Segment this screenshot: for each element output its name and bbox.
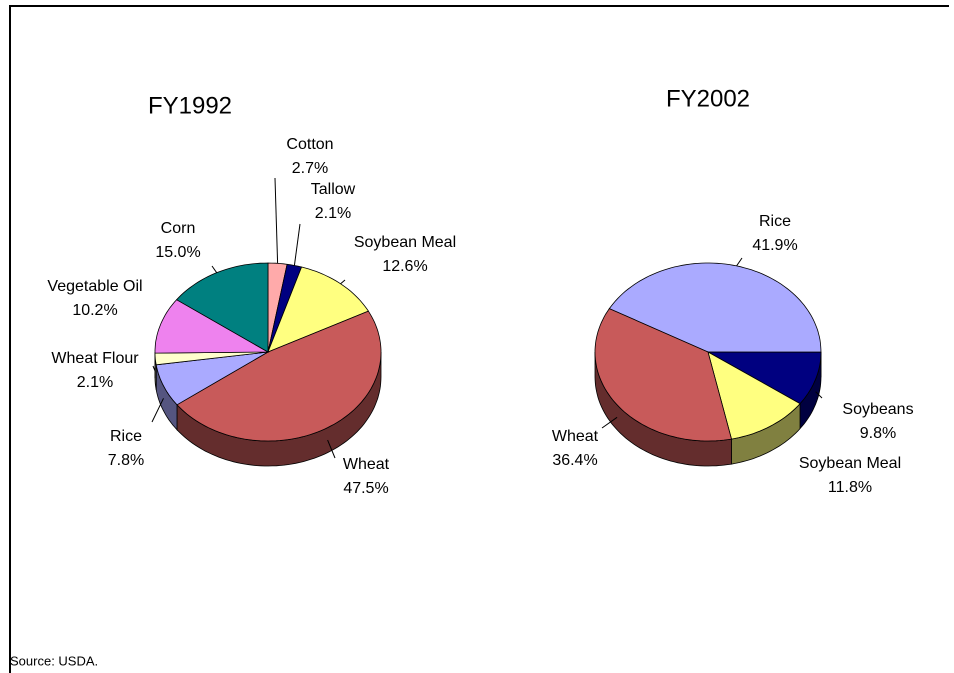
slice-value-label: 2.1% <box>77 374 113 391</box>
chart-title: FY1992 <box>148 92 232 119</box>
leader-line <box>327 439 336 459</box>
source-note: Source: USDA. <box>10 653 98 668</box>
slice <box>154 299 270 354</box>
slice-value-label: 12.6% <box>382 258 427 275</box>
leader-line <box>736 257 743 267</box>
slice-label: Rice <box>110 428 142 445</box>
slice <box>707 351 801 440</box>
slice-label: Wheat <box>343 456 390 473</box>
slice-label: Wheat Flour <box>51 350 139 367</box>
leader-line <box>815 391 823 399</box>
slice-value-label: 11.8% <box>828 479 872 496</box>
slice-label: Soybean Meal <box>799 455 901 472</box>
slice-value-label: 15.0% <box>155 244 200 261</box>
leader-line <box>274 177 279 264</box>
slice-value-label: 9.8% <box>860 425 896 442</box>
slice <box>706 351 822 405</box>
slice <box>594 308 733 442</box>
slice-label: Vegetable Oil <box>47 278 142 295</box>
leader-line <box>293 223 301 266</box>
slice-value-label: 10.2% <box>72 302 117 319</box>
slice-value-label: 2.1% <box>315 205 351 222</box>
frame <box>9 5 949 673</box>
slice <box>176 310 382 442</box>
chart-title: FY2002 <box>666 85 750 112</box>
slice-label: Wheat <box>552 428 599 445</box>
leader-line <box>340 279 346 285</box>
slice-value-label: 7.8% <box>108 452 144 469</box>
leader-line <box>601 416 618 429</box>
slice-label: Soybean Meal <box>354 234 456 251</box>
leader-line <box>211 265 218 273</box>
slice-value-label: 36.4% <box>552 452 597 469</box>
slice-label: Tallow <box>311 181 356 198</box>
slice-value-label: 47.5% <box>343 480 388 497</box>
slice-label: Rice <box>759 213 791 230</box>
leader-line <box>152 365 156 372</box>
slice-value-label: 2.7% <box>292 160 328 177</box>
slice-label: Soybeans <box>842 401 913 418</box>
slice <box>155 351 269 406</box>
slice-label: Corn <box>161 220 196 237</box>
slice-label: Cotton <box>286 136 333 153</box>
leader-line <box>151 398 164 423</box>
slice-value-label: 41.9% <box>752 237 797 254</box>
